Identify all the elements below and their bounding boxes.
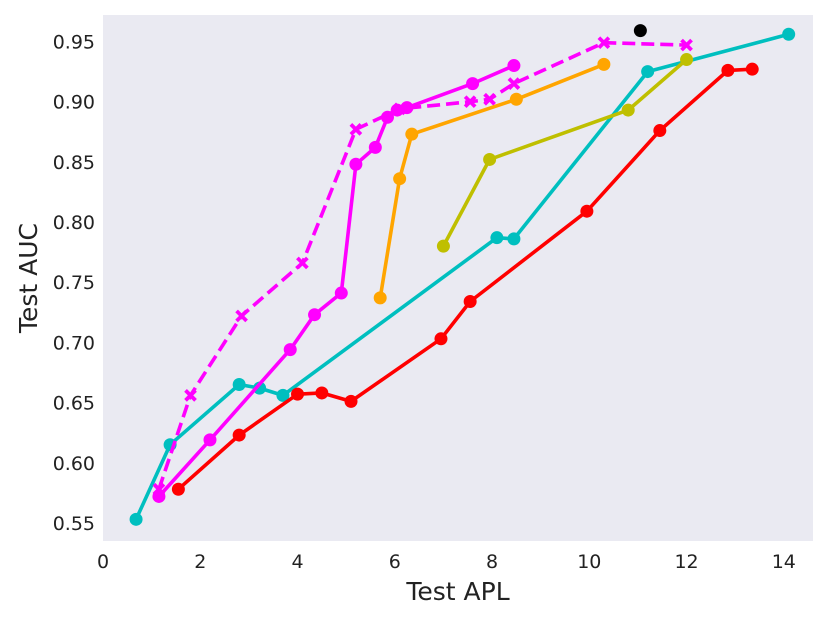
data-point	[509, 92, 523, 106]
data-point	[782, 27, 796, 41]
data-point	[680, 53, 694, 67]
x-tick-label: 0	[97, 551, 109, 573]
data-point	[580, 204, 594, 218]
data-point	[507, 232, 521, 246]
data-point	[633, 24, 647, 38]
y-tick-label: 0.70	[53, 332, 95, 354]
data-point	[344, 394, 358, 408]
data-point-x-marker	[152, 482, 166, 496]
data-point-x-marker	[235, 309, 248, 323]
data-point	[466, 77, 480, 91]
x-tick-label: 14	[772, 551, 796, 573]
data-point-x-marker	[507, 77, 521, 90]
data-point	[405, 127, 419, 141]
y-tick-label: 0.95	[53, 31, 95, 53]
data-point	[436, 239, 450, 253]
data-point-x-marker	[463, 95, 477, 109]
data-point	[129, 512, 143, 526]
data-point	[203, 433, 217, 447]
y-axis-label: Test AUC	[14, 223, 43, 334]
y-tick-label: 0.90	[53, 92, 95, 114]
data-point	[373, 291, 387, 305]
data-point	[483, 152, 497, 166]
data-point	[393, 172, 407, 186]
y-tick-label: 0.65	[53, 393, 95, 415]
data-point	[334, 286, 348, 300]
data-point	[232, 378, 246, 392]
series-3	[152, 36, 693, 496]
data-point	[653, 124, 667, 138]
data-point	[621, 103, 635, 117]
data-point-x-marker	[597, 36, 611, 50]
series-line	[157, 63, 515, 498]
data-point-x-marker	[349, 123, 363, 136]
data-point	[463, 294, 477, 308]
x-axis-label: Test APL	[405, 577, 509, 606]
x-tick-label: 4	[291, 551, 303, 573]
data-point	[745, 62, 759, 76]
series-1	[171, 62, 759, 496]
y-tick-label: 0.75	[53, 272, 95, 294]
data-point	[291, 387, 305, 401]
data-point-x-marker	[393, 102, 406, 116]
y-tick-label: 0.55	[53, 513, 95, 535]
x-tick-labels: 0 2 4 6 8 10 12 14	[97, 551, 796, 573]
series-4	[373, 57, 611, 305]
x-tick-label: 8	[486, 551, 498, 573]
data-point	[721, 63, 735, 77]
data-point	[434, 332, 448, 346]
data-point	[315, 386, 329, 400]
data-point-x-marker	[483, 92, 496, 106]
data-point	[253, 381, 267, 395]
data-point-x-marker	[680, 38, 693, 52]
y-tick-label: 0.60	[53, 453, 95, 475]
series-5	[436, 53, 694, 253]
data-point-x-marker	[184, 389, 197, 402]
x-tick-label: 10	[577, 551, 601, 573]
data-point	[368, 140, 382, 154]
y-tick-label: 0.80	[53, 212, 95, 234]
series-0	[129, 27, 796, 526]
x-tick-label: 6	[389, 551, 401, 573]
data-point	[276, 388, 290, 402]
data-point	[232, 428, 246, 442]
data-point	[490, 231, 504, 245]
data-point	[597, 57, 611, 71]
data-point	[171, 482, 185, 496]
x-tick-label: 2	[194, 551, 206, 573]
data-point	[507, 59, 521, 73]
x-tick-label: 12	[674, 551, 698, 573]
series-6	[633, 24, 647, 38]
data-point	[283, 343, 297, 357]
series-line	[441, 58, 688, 247]
y-tick-labels: 0.55 0.60 0.65 0.70 0.75 0.80 0.85 0.90 0.95	[53, 31, 95, 534]
series-2	[152, 59, 521, 503]
data-point	[349, 157, 363, 171]
data-point	[308, 308, 322, 322]
y-tick-label: 0.85	[53, 152, 95, 174]
data-point	[641, 65, 655, 79]
data-point-x-marker	[296, 256, 309, 270]
series-layer	[129, 24, 796, 526]
